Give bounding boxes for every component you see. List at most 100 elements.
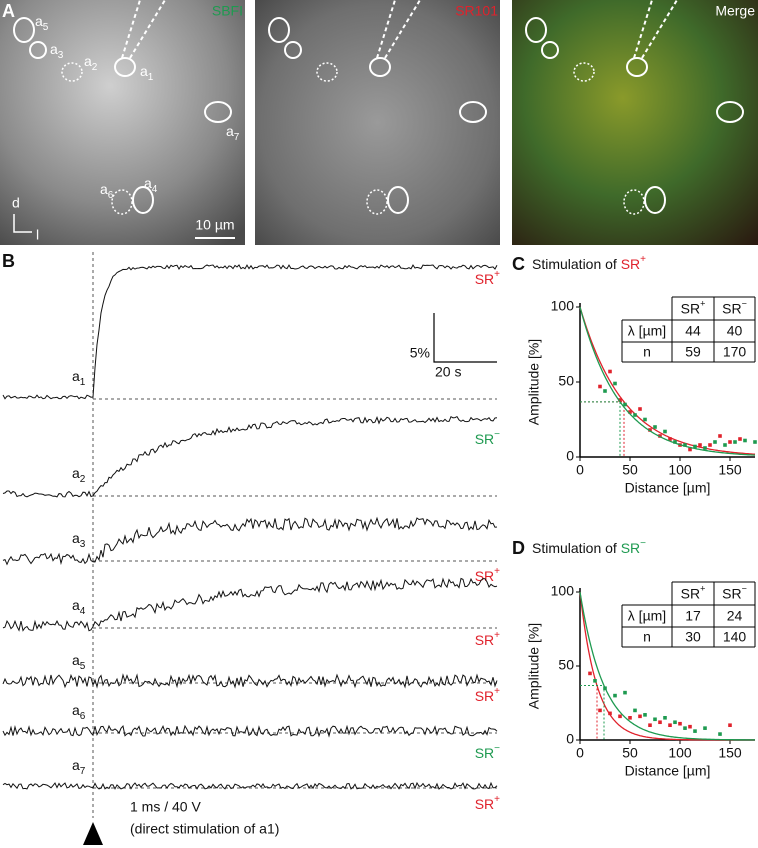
image-title: SBFI	[212, 3, 243, 19]
data-point	[643, 417, 647, 422]
panel-label: D	[512, 538, 525, 558]
label-base: a	[72, 530, 80, 546]
y-tick-label: 100	[551, 298, 575, 314]
label-sup: +	[494, 794, 500, 805]
cell-outline	[626, 57, 648, 77]
data-point	[668, 437, 672, 441]
data-point	[613, 693, 617, 698]
y-tick-label: 50	[558, 373, 574, 389]
trace-type: SR−	[475, 743, 500, 761]
cell-outline	[366, 189, 388, 215]
data-point	[633, 708, 637, 713]
table-row-label: n	[643, 629, 651, 645]
stim-arrow	[83, 822, 103, 845]
data-point	[688, 724, 692, 729]
pipette	[129, 0, 166, 59]
data-point	[603, 389, 607, 393]
table-header: SR−	[722, 299, 747, 316]
trace-label: a4	[72, 597, 86, 617]
data-point	[653, 425, 657, 429]
table-cell: 40	[727, 323, 743, 339]
x-tick-label: 0	[576, 462, 584, 478]
axis-l: l	[36, 227, 39, 243]
cell-outline	[13, 17, 35, 43]
table-row-label: n	[643, 344, 651, 360]
data-point	[663, 429, 667, 434]
cell-label: a7	[226, 123, 240, 143]
label-base: SR	[475, 271, 494, 287]
header-base: SR	[722, 585, 741, 601]
header-base: SR	[681, 300, 700, 316]
cell-outline	[525, 17, 547, 43]
cell-outline	[644, 186, 666, 214]
x-tick-label: 150	[718, 745, 742, 761]
label-sup: +	[494, 566, 500, 577]
y-tick-label: 100	[551, 583, 575, 599]
lambda-guide	[580, 401, 625, 457]
header-sup: +	[700, 584, 705, 594]
data-point	[733, 440, 737, 444]
x-tick-label: 150	[718, 462, 742, 478]
x-axis-label: Distance [µm]	[625, 480, 711, 496]
data-point	[613, 381, 617, 386]
trace	[2, 415, 498, 498]
orientation	[13, 214, 32, 233]
data-point	[673, 720, 677, 725]
fit-curve	[579, 306, 756, 455]
scale-label: 10 µm	[195, 217, 234, 233]
data-point	[698, 443, 702, 447]
cell-outline	[459, 101, 487, 123]
image-title: Merge	[715, 3, 755, 19]
trace	[2, 264, 498, 400]
title-sup: −	[640, 538, 646, 549]
label-sup: +	[494, 630, 500, 641]
label-sub: 4	[152, 184, 158, 195]
panel-label: B	[2, 251, 15, 271]
data-point	[593, 679, 597, 683]
header-base: SR	[722, 300, 741, 316]
data-point	[683, 726, 687, 730]
data-point	[628, 716, 632, 720]
trace-type: SR+	[475, 686, 500, 704]
lambda-guide	[580, 685, 598, 740]
table-grid	[621, 581, 756, 648]
table-header: SR−	[722, 584, 747, 601]
cell-label: a4	[144, 175, 158, 195]
data-point	[648, 428, 652, 432]
data-point	[703, 726, 707, 730]
cell-label: a1	[140, 63, 154, 83]
trace	[2, 577, 498, 632]
chart-title: Stimulation of SR+	[532, 254, 646, 272]
scale-bar	[433, 313, 497, 363]
trace	[2, 516, 498, 566]
label-sub: 4	[80, 606, 86, 617]
table-cell: 17	[685, 608, 701, 624]
label-base: SR	[475, 632, 494, 648]
pipette	[384, 0, 421, 59]
header-base: SR	[681, 585, 700, 601]
data-point	[623, 402, 627, 407]
table-cell: 170	[723, 344, 747, 360]
data-point	[693, 729, 697, 733]
x-tick-label: 100	[668, 745, 692, 761]
y-tick-label: 0	[566, 731, 574, 747]
data-point	[663, 716, 667, 720]
label-base: a	[144, 175, 152, 191]
cell-outline	[369, 57, 391, 77]
label-sub: 1	[148, 72, 154, 83]
lambda-guide	[580, 401, 621, 457]
scale-y: 5%	[410, 345, 430, 361]
image-sbfi	[0, 0, 245, 245]
pipette	[121, 0, 141, 59]
label-sub: 2	[80, 474, 86, 485]
label-sub: 3	[58, 50, 64, 61]
data-point	[648, 723, 652, 727]
data-point	[678, 721, 682, 726]
x-tick-label: 50	[622, 745, 638, 761]
data-point	[728, 723, 732, 727]
label-sub: 5	[43, 22, 49, 33]
trace-type: SR+	[475, 269, 500, 287]
label-base: a	[50, 41, 58, 57]
table-cell: 44	[685, 323, 701, 339]
image-merge	[512, 0, 758, 245]
